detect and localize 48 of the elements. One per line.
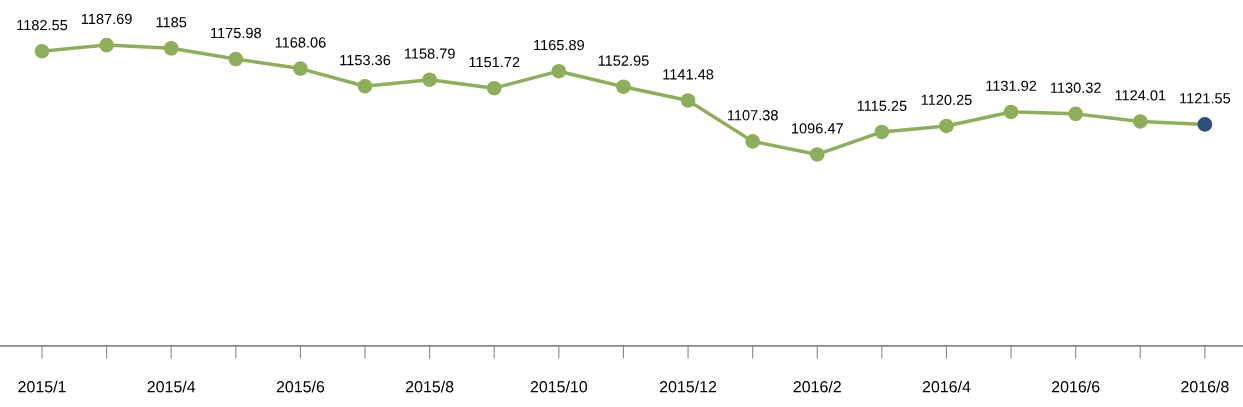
point	[1068, 106, 1083, 122]
data-label: 1121.55	[1180, 93, 1231, 104]
point	[874, 124, 890, 140]
data-label: 1187.69	[81, 13, 132, 25]
point	[99, 37, 114, 53]
point	[486, 80, 502, 96]
data-label: 1141.48	[663, 69, 714, 80]
point	[616, 79, 631, 94]
point	[163, 40, 179, 56]
data-label: 1130.32	[1050, 82, 1101, 93]
data-label: 1107.38	[727, 110, 778, 121]
point	[680, 93, 696, 108]
data-label: 1115.25	[857, 100, 907, 111]
point	[34, 43, 50, 59]
data-label: 1165.89	[534, 39, 584, 51]
data-label: 1185	[156, 17, 187, 28]
x-tick-label: 2016/6	[1052, 380, 1100, 393]
point	[745, 134, 760, 149]
x-tick-label: 2015/8	[406, 380, 454, 393]
data-label: 1124.01	[1115, 90, 1166, 101]
x-tick-label: 2016/2	[793, 380, 841, 393]
point	[1003, 104, 1019, 120]
point	[228, 51, 244, 67]
point	[809, 147, 825, 162]
point	[1197, 117, 1213, 132]
x-tick-label: 2015/1	[18, 380, 66, 393]
point	[939, 118, 954, 134]
data-label: 1158.79	[404, 48, 455, 59]
data-label: 1096.47	[792, 123, 843, 134]
point	[551, 63, 567, 79]
data-label: 1131.92	[986, 80, 1037, 91]
data-label: 1152.95	[598, 55, 649, 66]
data-label: 1175.98	[211, 27, 261, 39]
point	[357, 78, 373, 94]
x-tick-label: 2015/10	[530, 380, 588, 393]
data-label: 1120.25	[921, 94, 972, 105]
point	[293, 61, 308, 76]
x-tick-label: 2016/4	[922, 380, 971, 393]
x-tick-label: 2015/12	[659, 380, 717, 393]
point	[422, 72, 437, 87]
data-label: 1168.06	[275, 37, 326, 48]
data-label: 1153.36	[340, 54, 391, 66]
point	[1132, 114, 1148, 129]
x-tick-label: 2016/8	[1181, 380, 1229, 393]
x-tick-label: 2015/4	[147, 380, 196, 393]
x-tick-label: 2015/6	[276, 380, 325, 393]
data-label: 1182.55	[17, 19, 68, 31]
data-label: 1151.72	[469, 56, 520, 68]
